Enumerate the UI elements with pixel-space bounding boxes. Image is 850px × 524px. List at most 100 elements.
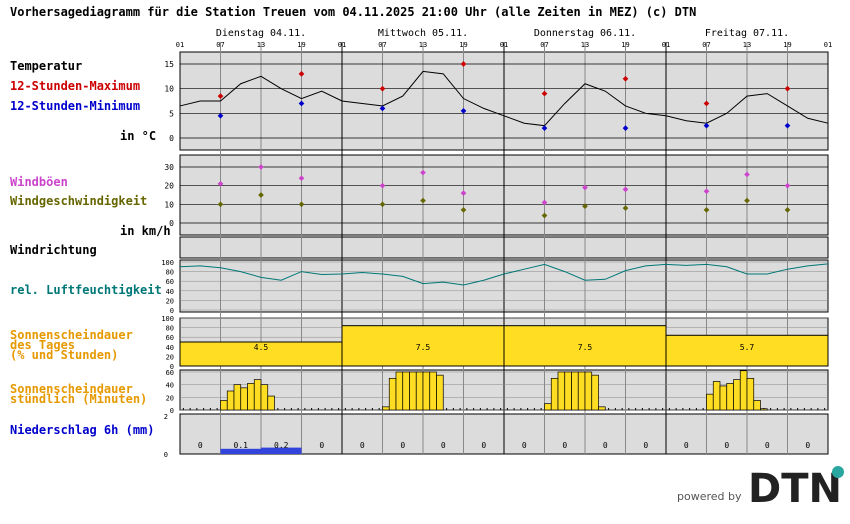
- sun-daily-hours-label: 5.7: [740, 343, 755, 352]
- sun-hourly-bar: [598, 406, 606, 411]
- rain-value-label: 0: [481, 441, 486, 450]
- label-sonne-std-1: Sonnenscheindauer: [10, 382, 133, 396]
- temp-tick-label: 5: [169, 109, 174, 118]
- sun-hourly-tick: [344, 408, 346, 410]
- sun-hourly-tick: [506, 408, 508, 410]
- rain-value-label: 0: [522, 441, 527, 450]
- gust-point: [379, 182, 386, 189]
- marks: 4.5 7.5 7.5 5.7 0 0.1 0.2 0 0 0 0 0 0 0 0 0 0 0 0 0: [179, 61, 829, 454]
- sun-hourly-tick: [358, 408, 360, 410]
- sun-hourly-tick-label: 60: [166, 369, 174, 377]
- sun-hourly-bar: [712, 381, 721, 411]
- sun-hourly-tick: [351, 408, 353, 410]
- sun-hourly-tick: [493, 408, 495, 410]
- sun-hourly-tick: [446, 408, 448, 410]
- sun-hourly-bar: [760, 408, 768, 411]
- label-niederschlag: Niederschlag 6h (mm): [10, 423, 155, 437]
- tmin-point: [460, 108, 467, 114]
- sun-hourly-bar: [260, 384, 269, 411]
- sun-hourly-bar: [719, 385, 728, 411]
- sun-hourly-tick: [520, 408, 522, 410]
- sun-hourly-tick: [803, 408, 805, 410]
- wind-speed-point: [379, 201, 386, 208]
- sun-hourly-bar: [388, 377, 397, 411]
- sun-hourly-tick: [695, 408, 697, 410]
- rain-tick-label: 0: [164, 451, 168, 459]
- wind-speed-point: [784, 207, 791, 213]
- gust-point: [460, 190, 467, 196]
- sun-daily-tick-label: 0: [170, 363, 174, 371]
- humidity-tick-label: 60: [166, 278, 174, 286]
- sun-hourly-tick: [189, 408, 191, 410]
- sun-daily-bar: [665, 334, 829, 367]
- sun-hourly-bar: [415, 371, 424, 411]
- sun-hourly-tick: [702, 408, 704, 410]
- sun-daily-hours-label: 7.5: [416, 343, 431, 352]
- tmin-point: [622, 125, 629, 131]
- powered-by-text: powered by: [677, 490, 742, 503]
- humidity-line: [179, 263, 829, 286]
- sun-hourly-tick: [466, 408, 468, 410]
- tmin-point: [217, 112, 224, 119]
- sun-hourly-tick: [655, 408, 657, 410]
- sun-hourly-bar: [436, 374, 444, 411]
- tmin-point: [703, 122, 710, 129]
- rain-value-label: 0: [684, 441, 689, 450]
- sun-hourly-bar: [557, 371, 566, 411]
- sun-hourly-tick: [203, 408, 205, 410]
- sun-hourly-bar: [584, 371, 593, 411]
- sun-daily-tick-label: 20: [166, 353, 174, 361]
- sun-hourly-tick: [452, 408, 454, 410]
- sun-hourly-tick: [209, 408, 211, 410]
- sun-hourly-tick: [783, 408, 785, 410]
- sun-hourly-tick: [682, 408, 684, 410]
- sun-daily-hours-label: 7.5: [578, 343, 593, 352]
- day-label: Freitag 07.11.: [705, 28, 789, 39]
- sun-hourly-tick: [635, 408, 637, 410]
- label-temperatur: Temperatur: [10, 59, 82, 73]
- gust-point: [541, 199, 548, 206]
- label-temp-unit: in °C: [120, 129, 156, 143]
- wind-tick-label: 20: [164, 182, 174, 191]
- sun-hourly-tick: [365, 408, 367, 410]
- rain-value-label: 0.2: [274, 441, 289, 450]
- label-sonne-tag-3: (% und Stunden): [10, 348, 118, 362]
- sun-hourly-tick: [479, 408, 481, 410]
- rain-value-label: 0: [724, 441, 729, 450]
- sun-hourly-tick-label: 20: [166, 394, 174, 402]
- label-feuchte: rel. Luftfeuchtigkeit: [10, 283, 162, 297]
- sun-hourly-tick: [486, 408, 488, 410]
- gust-point: [420, 169, 426, 176]
- rain-value-label: 0: [765, 441, 770, 450]
- sun-hourly-bar: [733, 379, 741, 411]
- wind-speed-point: [460, 207, 467, 213]
- humidity-tick-label: 80: [166, 269, 174, 277]
- sun-hourly-tick: [628, 408, 630, 410]
- wind-speed-point: [622, 205, 629, 211]
- sun-hourly-bar: [429, 371, 437, 411]
- rain-value-label: 0: [319, 441, 324, 450]
- wind-speed-point: [703, 207, 710, 213]
- wind-speed-point: [258, 192, 264, 198]
- sun-hourly-tick: [297, 408, 299, 410]
- sun-hourly-tick: [797, 408, 799, 410]
- sun-hourly-tick: [648, 408, 650, 410]
- sun-hourly-bar: [753, 400, 761, 411]
- chart-title: Vorhersagediagramm für die Station Treue…: [10, 5, 696, 19]
- sun-hourly-bar: [247, 383, 255, 411]
- day-labels: Dienstag 04.11. Mittwoch 05.11. Donnerstag…: [216, 28, 789, 39]
- rain-value-label: 0: [198, 441, 203, 450]
- sun-hourly-tick: [776, 408, 778, 410]
- tmin-point: [379, 105, 386, 112]
- sun-hourly-tick: [378, 408, 380, 410]
- day-label: Mittwoch 05.11.: [378, 28, 468, 39]
- sun-hourly-tick: [608, 408, 610, 410]
- sun-hourly-tick: [473, 408, 475, 410]
- rain-value-label: 0: [805, 441, 810, 450]
- wind-speed-point: [420, 197, 426, 204]
- wind-tick-label: 10: [164, 200, 174, 209]
- sun-hourly-tick: [324, 408, 326, 410]
- tmax-point: [784, 85, 791, 92]
- dtn-logo-dot: [832, 466, 844, 478]
- rain-value-label: 0: [603, 441, 608, 450]
